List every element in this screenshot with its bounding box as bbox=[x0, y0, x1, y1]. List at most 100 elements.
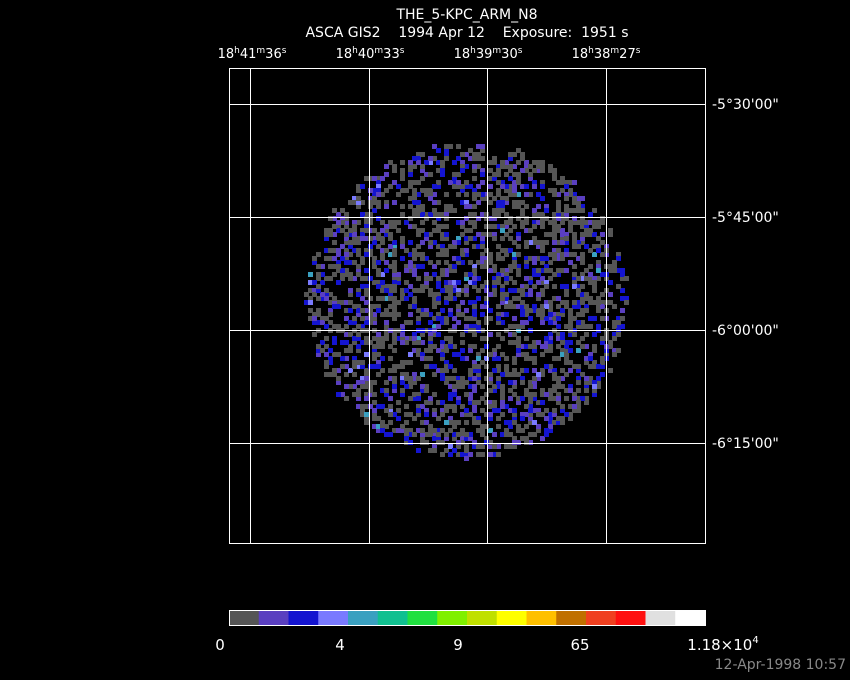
pixel bbox=[476, 184, 481, 189]
pixel bbox=[496, 180, 501, 185]
pixel bbox=[532, 376, 537, 381]
pixel bbox=[464, 380, 469, 385]
pixel bbox=[572, 284, 577, 289]
pixel bbox=[368, 204, 373, 209]
pixel bbox=[412, 256, 417, 261]
pixel bbox=[536, 340, 541, 345]
pixel bbox=[332, 304, 337, 309]
pixel bbox=[492, 356, 497, 361]
pixel bbox=[440, 248, 445, 253]
pixel bbox=[444, 148, 449, 153]
pixel bbox=[512, 372, 517, 377]
pixel bbox=[376, 304, 381, 309]
pixel bbox=[400, 388, 405, 393]
pixel bbox=[620, 276, 625, 281]
pixel bbox=[520, 152, 525, 157]
pixel bbox=[392, 264, 397, 269]
pixel bbox=[540, 344, 545, 349]
pixel bbox=[528, 280, 533, 285]
pixel bbox=[532, 212, 537, 217]
pixel bbox=[364, 212, 369, 217]
pixel bbox=[564, 288, 569, 293]
pixel bbox=[476, 444, 481, 449]
pixel bbox=[524, 356, 529, 361]
pixel bbox=[340, 268, 345, 273]
pixel bbox=[552, 188, 557, 193]
pixel bbox=[464, 184, 469, 189]
pixel bbox=[360, 384, 365, 389]
pixel bbox=[344, 256, 349, 261]
pixel bbox=[384, 324, 389, 329]
pixel bbox=[392, 276, 397, 281]
pixel bbox=[408, 180, 413, 185]
pixel bbox=[328, 300, 333, 305]
pixel bbox=[596, 308, 601, 313]
pixel bbox=[600, 252, 605, 257]
pixel bbox=[492, 384, 497, 389]
pixel bbox=[512, 280, 517, 285]
pixel bbox=[468, 148, 473, 153]
pixel bbox=[408, 204, 413, 209]
pixel bbox=[384, 204, 389, 209]
pixel bbox=[412, 372, 417, 377]
pixel bbox=[500, 228, 505, 233]
pixel bbox=[432, 144, 437, 149]
pixel bbox=[348, 384, 353, 389]
pixel bbox=[460, 436, 465, 441]
pixel bbox=[496, 256, 501, 261]
pixel bbox=[428, 400, 433, 405]
pixel bbox=[376, 404, 381, 409]
pixel bbox=[440, 412, 445, 417]
pixel bbox=[376, 344, 381, 349]
pixel bbox=[448, 364, 453, 369]
pixel bbox=[496, 452, 501, 457]
unit-superscript: h bbox=[588, 46, 594, 56]
pixel bbox=[372, 392, 377, 397]
pixel bbox=[400, 360, 405, 365]
pixel bbox=[608, 300, 613, 305]
pixel bbox=[368, 176, 373, 181]
pixel bbox=[440, 252, 445, 257]
pixel bbox=[464, 216, 469, 221]
unit-superscript: m bbox=[492, 46, 501, 56]
pixel bbox=[572, 364, 577, 369]
pixel bbox=[464, 316, 469, 321]
pixel bbox=[408, 260, 413, 265]
pixel bbox=[476, 420, 481, 425]
pixel bbox=[496, 276, 501, 281]
pixel bbox=[376, 216, 381, 221]
pixel bbox=[428, 424, 433, 429]
pixel bbox=[500, 312, 505, 317]
pixel bbox=[368, 304, 373, 309]
pixel bbox=[500, 256, 505, 261]
pixel bbox=[320, 264, 325, 269]
pixel bbox=[484, 280, 489, 285]
pixel bbox=[392, 164, 397, 169]
pixel bbox=[544, 232, 549, 237]
pixel bbox=[372, 316, 377, 321]
pixel bbox=[444, 252, 449, 257]
pixel bbox=[364, 392, 369, 397]
pixel bbox=[444, 192, 449, 197]
pixel bbox=[520, 312, 525, 317]
pixel bbox=[444, 156, 449, 161]
pixel bbox=[480, 428, 485, 433]
pixel bbox=[472, 264, 477, 269]
pixel bbox=[424, 232, 429, 237]
pixel bbox=[464, 448, 469, 453]
pixel bbox=[396, 300, 401, 305]
pixel bbox=[416, 316, 421, 321]
pixel bbox=[344, 212, 349, 217]
pixel bbox=[388, 296, 393, 301]
colorbar-label: 1.18×104 bbox=[687, 635, 758, 654]
pixel bbox=[384, 248, 389, 253]
pixel bbox=[532, 304, 537, 309]
pixel bbox=[444, 296, 449, 301]
pixel bbox=[564, 196, 569, 201]
pixel bbox=[444, 284, 449, 289]
pixel bbox=[360, 376, 365, 381]
pixel bbox=[580, 208, 585, 213]
pixel bbox=[476, 244, 481, 249]
pixel bbox=[512, 368, 517, 373]
pixel bbox=[432, 392, 437, 397]
